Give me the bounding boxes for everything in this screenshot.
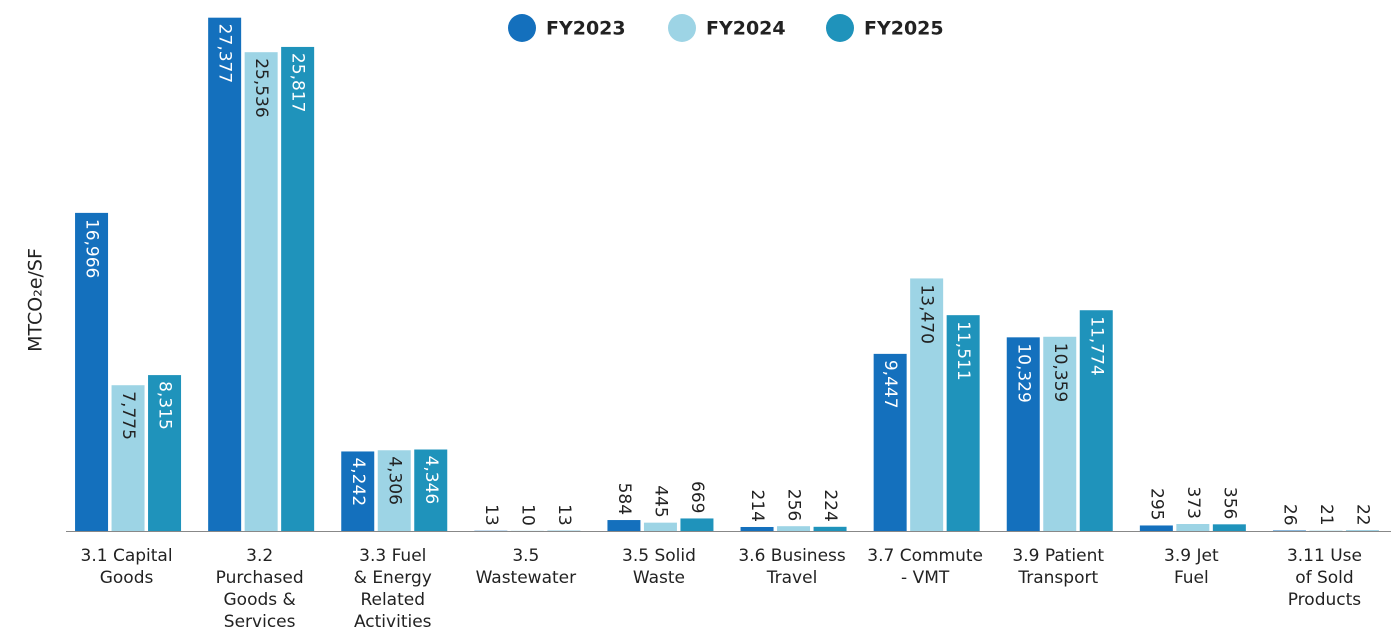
legend-label: FY2023: [546, 18, 626, 40]
x-tick-label-line: Fuel: [1174, 568, 1209, 588]
bar: [1139, 525, 1173, 531]
bar: [910, 278, 944, 531]
x-tick-label-line: & Energy: [354, 568, 432, 588]
bar: [1212, 524, 1246, 531]
bar: [946, 315, 980, 531]
bar: [377, 450, 411, 531]
x-tick-label: 3.6 Business Travel: [738, 546, 846, 588]
x-tick-label-line: Purchased: [216, 568, 304, 588]
bar: [1043, 336, 1077, 531]
value-label: 295: [1146, 488, 1166, 520]
legend-swatch: [508, 14, 536, 42]
x-tick-label-line: 3.11 Use: [1287, 546, 1362, 566]
value-label: 214: [747, 490, 767, 522]
value-label: 16,966: [82, 219, 102, 278]
legend-label: FY2024: [706, 18, 786, 40]
bar: [1006, 337, 1040, 531]
x-tick-label-line: Goods &: [224, 590, 296, 610]
value-label: 8,315: [155, 381, 175, 430]
x-tick-label-line: Services: [224, 612, 296, 632]
value-label: 11,511: [953, 321, 973, 380]
x-tick-label-line: Waste: [633, 568, 685, 588]
value-label: 11,774: [1086, 316, 1106, 375]
x-tick-label-line: 3.1 Capital: [81, 546, 173, 566]
bar: [1176, 524, 1210, 531]
x-tick-label-line: Related: [360, 590, 425, 610]
x-tick-label-line: of Sold: [1295, 568, 1354, 588]
value-label: 445: [650, 485, 670, 517]
bar: [244, 52, 278, 531]
legend-label: FY2025: [864, 18, 944, 40]
x-tick-label: 3.9 Jet Fuel: [1164, 546, 1219, 588]
x-tick-label-line: Products: [1288, 590, 1362, 610]
value-label: 256: [784, 489, 804, 521]
value-label: 10,329: [1013, 343, 1033, 402]
value-label: 669: [687, 481, 707, 513]
value-label: 224: [820, 489, 840, 521]
x-tick-label-line: Travel: [766, 568, 818, 588]
value-label: 27,377: [215, 24, 235, 83]
value-label: 10: [517, 504, 537, 526]
value-label: 4,242: [348, 457, 368, 506]
x-tick-label-line: Wastewater: [476, 568, 577, 588]
value-label: 25,817: [288, 53, 308, 112]
x-tick-label-line: Transport: [1017, 568, 1098, 588]
value-label: 373: [1183, 487, 1203, 519]
x-tick-label-line: 3.9 Jet: [1164, 546, 1219, 566]
value-label: 21: [1316, 504, 1336, 526]
bar: [111, 385, 145, 531]
x-tick-label-line: 3.2: [246, 546, 273, 566]
bar: [607, 520, 641, 531]
x-tick-label: 3.5 Wastewater: [476, 546, 577, 588]
x-tick-label-line: 3.5 Solid: [622, 546, 696, 566]
x-tick-label: 3.7 Commute - VMT: [867, 546, 983, 588]
value-label: 25,536: [251, 58, 271, 117]
bar: [414, 449, 448, 531]
bar: [873, 353, 907, 531]
bar: [208, 17, 242, 531]
bar: [740, 526, 774, 531]
x-tick-label: 3.2 Purchased Goods & Services: [216, 546, 304, 632]
x-tick-label-line: 3.7 Commute: [867, 546, 983, 566]
bar: [148, 375, 182, 531]
value-label: 13,470: [917, 284, 937, 343]
bar: [643, 522, 677, 531]
bar: [680, 518, 714, 531]
x-tick-label: 3.9 Patient Transport: [1012, 546, 1104, 588]
legend-swatch: [826, 14, 854, 42]
value-label: 9,447: [880, 360, 900, 409]
x-tick-label-line: - VMT: [901, 568, 950, 588]
y-axis-label: MTCO₂e/SF: [25, 248, 47, 352]
x-tick-label-line: Activities: [354, 612, 432, 632]
x-tick-label-line: 3.5: [512, 546, 539, 566]
bar: [281, 46, 315, 532]
value-label: 26: [1279, 504, 1299, 526]
bar: [341, 451, 375, 531]
x-tick-label-line: 3.6 Business: [738, 546, 846, 566]
bar: [777, 526, 811, 531]
value-label: 4,346: [421, 456, 441, 505]
value-label: 13: [554, 504, 574, 526]
value-label: 10,359: [1050, 343, 1070, 402]
x-tick-label-line: 3.9 Patient: [1012, 546, 1104, 566]
x-tick-label: 3.1 Capital Goods: [81, 546, 173, 588]
value-label: 22: [1352, 504, 1372, 526]
value-label: 584: [614, 483, 634, 515]
bar: [813, 526, 847, 531]
value-label: 13: [481, 504, 501, 526]
x-tick-label-line: Goods: [100, 568, 154, 588]
value-label: 4,306: [384, 456, 404, 505]
legend-swatch: [668, 14, 696, 42]
bar: [1079, 310, 1113, 531]
x-tick-label: 3.3 Fuel & Energy Related Activities: [354, 546, 432, 632]
x-tick-label: 3.11 Use of Sold Products: [1287, 546, 1362, 610]
value-label: 7,775: [118, 391, 138, 440]
bar: [75, 212, 109, 531]
x-tick-label-line: 3.3 Fuel: [359, 546, 426, 566]
value-label: 356: [1219, 487, 1239, 519]
x-tick-label: 3.5 Solid Waste: [622, 546, 696, 588]
